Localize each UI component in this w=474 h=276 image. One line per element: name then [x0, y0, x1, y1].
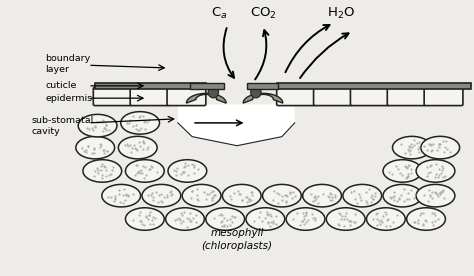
Bar — [277, 83, 471, 89]
FancyBboxPatch shape — [387, 87, 426, 106]
Ellipse shape — [118, 136, 157, 159]
FancyBboxPatch shape — [130, 87, 169, 106]
Ellipse shape — [83, 160, 122, 182]
Ellipse shape — [392, 136, 431, 159]
Bar — [247, 83, 278, 89]
Text: C$_a$: C$_a$ — [211, 6, 227, 21]
Ellipse shape — [383, 160, 422, 182]
Text: boundary
layer: boundary layer — [46, 54, 91, 74]
Ellipse shape — [206, 208, 245, 230]
Ellipse shape — [182, 184, 221, 207]
Polygon shape — [178, 105, 295, 146]
Ellipse shape — [343, 184, 382, 207]
Ellipse shape — [263, 184, 301, 207]
Ellipse shape — [251, 86, 261, 98]
Bar — [190, 83, 224, 89]
Ellipse shape — [383, 184, 422, 207]
Ellipse shape — [286, 208, 325, 230]
Ellipse shape — [168, 160, 207, 182]
FancyBboxPatch shape — [93, 87, 132, 106]
Ellipse shape — [416, 184, 455, 207]
Ellipse shape — [78, 114, 117, 137]
Polygon shape — [243, 93, 283, 103]
Text: sub-stomatal
cavity: sub-stomatal cavity — [31, 116, 94, 136]
Ellipse shape — [76, 136, 115, 159]
Ellipse shape — [421, 136, 460, 159]
Ellipse shape — [102, 184, 141, 207]
Text: mesophyll
(chloroplasts): mesophyll (chloroplasts) — [201, 228, 273, 251]
Bar — [95, 83, 206, 89]
Ellipse shape — [222, 184, 261, 207]
Text: epidermis: epidermis — [46, 94, 93, 103]
Ellipse shape — [366, 208, 405, 230]
FancyBboxPatch shape — [424, 87, 463, 106]
FancyBboxPatch shape — [167, 87, 206, 106]
Ellipse shape — [246, 208, 285, 230]
Ellipse shape — [126, 208, 164, 230]
Ellipse shape — [126, 160, 164, 182]
FancyBboxPatch shape — [277, 87, 316, 106]
Ellipse shape — [142, 184, 181, 207]
Ellipse shape — [407, 208, 446, 230]
FancyBboxPatch shape — [314, 87, 352, 106]
Ellipse shape — [303, 184, 341, 207]
Ellipse shape — [326, 208, 365, 230]
Ellipse shape — [165, 208, 204, 230]
Text: cuticle: cuticle — [46, 81, 77, 90]
Ellipse shape — [121, 112, 159, 134]
FancyBboxPatch shape — [350, 87, 389, 106]
Text: H$_2$O: H$_2$O — [327, 6, 355, 21]
Polygon shape — [186, 93, 226, 103]
Ellipse shape — [208, 86, 219, 98]
Ellipse shape — [416, 160, 455, 182]
Text: CO$_2$: CO$_2$ — [250, 6, 276, 21]
